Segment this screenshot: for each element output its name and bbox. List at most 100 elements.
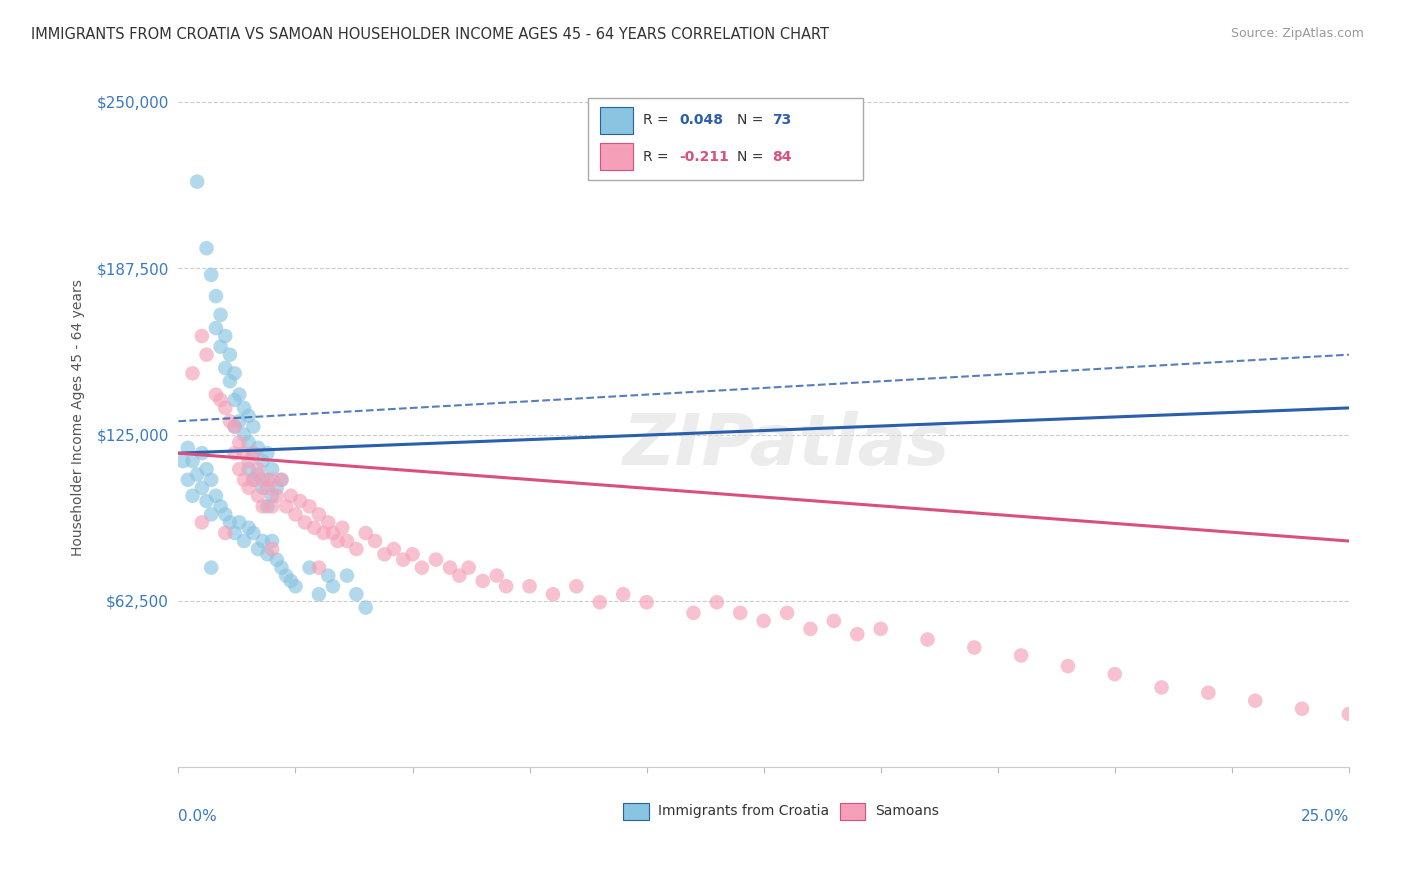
Point: [326, 534, 349, 549]
Point: [439, 560, 461, 574]
Point: [963, 640, 986, 655]
Point: [177, 441, 200, 455]
Point: [224, 419, 246, 434]
Point: [242, 473, 264, 487]
Point: [565, 579, 588, 593]
Point: [256, 473, 278, 487]
Point: [233, 534, 256, 549]
Point: [262, 473, 284, 487]
Point: [205, 489, 228, 503]
Point: [252, 473, 274, 487]
Bar: [623, 803, 650, 820]
Point: [252, 534, 274, 549]
Point: [728, 606, 751, 620]
Text: N =: N =: [737, 113, 768, 128]
Text: 25.0%: 25.0%: [1301, 809, 1348, 824]
Point: [242, 446, 264, 460]
Point: [401, 547, 423, 561]
FancyBboxPatch shape: [588, 98, 863, 180]
Text: Source: ZipAtlas.com: Source: ZipAtlas.com: [1230, 27, 1364, 40]
Text: 0.0%: 0.0%: [179, 809, 217, 824]
Point: [209, 340, 232, 354]
Point: [191, 446, 214, 460]
Point: [344, 541, 367, 556]
Point: [242, 473, 264, 487]
Point: [823, 614, 845, 628]
Point: [181, 367, 204, 381]
Point: [541, 587, 564, 601]
Point: [228, 462, 250, 476]
Point: [280, 489, 302, 503]
Point: [799, 622, 821, 636]
Point: [276, 568, 298, 582]
Point: [256, 481, 278, 495]
Point: [195, 462, 218, 476]
Point: [322, 579, 344, 593]
Point: [298, 500, 321, 514]
Text: 84: 84: [772, 150, 792, 163]
Point: [776, 606, 799, 620]
Point: [262, 541, 284, 556]
Text: ZIPatlas: ZIPatlas: [623, 411, 950, 481]
Point: [270, 560, 292, 574]
Point: [682, 606, 704, 620]
Point: [869, 622, 891, 636]
Text: R =: R =: [643, 150, 673, 163]
Point: [917, 632, 939, 647]
Point: [382, 541, 405, 556]
Point: [392, 552, 415, 566]
Point: [636, 595, 658, 609]
Point: [308, 508, 330, 522]
Point: [1337, 706, 1360, 721]
Point: [214, 361, 236, 376]
Text: -0.211: -0.211: [679, 150, 730, 163]
Point: [266, 552, 288, 566]
Point: [280, 574, 302, 588]
Point: [224, 526, 246, 541]
Point: [449, 568, 471, 582]
Point: [214, 508, 236, 522]
Point: [262, 489, 284, 503]
Point: [471, 574, 494, 588]
Point: [238, 409, 260, 423]
Point: [495, 579, 517, 593]
Point: [612, 587, 634, 601]
Point: [233, 473, 256, 487]
Point: [354, 526, 377, 541]
Point: [209, 500, 232, 514]
Point: [228, 387, 250, 401]
Text: N =: N =: [737, 150, 768, 163]
Point: [195, 494, 218, 508]
Point: [186, 175, 208, 189]
Point: [706, 595, 728, 609]
Point: [191, 516, 214, 530]
Point: [242, 446, 264, 460]
Point: [214, 526, 236, 541]
Point: [752, 614, 775, 628]
Point: [846, 627, 869, 641]
Point: [247, 441, 270, 455]
Point: [284, 579, 307, 593]
Bar: [839, 803, 866, 820]
Point: [219, 374, 242, 388]
Point: [228, 435, 250, 450]
Point: [308, 560, 330, 574]
Point: [200, 268, 222, 282]
Point: [195, 348, 218, 362]
Point: [316, 516, 339, 530]
Point: [519, 579, 541, 593]
Point: [1291, 702, 1313, 716]
Point: [181, 454, 204, 468]
Point: [344, 587, 367, 601]
Point: [228, 516, 250, 530]
Point: [262, 534, 284, 549]
Point: [224, 392, 246, 407]
Point: [256, 500, 278, 514]
Text: IMMIGRANTS FROM CROATIA VS SAMOAN HOUSEHOLDER INCOME AGES 45 - 64 YEARS CORRELAT: IMMIGRANTS FROM CROATIA VS SAMOAN HOUSEH…: [31, 27, 830, 42]
Bar: [600, 107, 633, 134]
Point: [364, 534, 387, 549]
Point: [233, 401, 256, 415]
Point: [252, 500, 274, 514]
Point: [322, 526, 344, 541]
Point: [256, 547, 278, 561]
